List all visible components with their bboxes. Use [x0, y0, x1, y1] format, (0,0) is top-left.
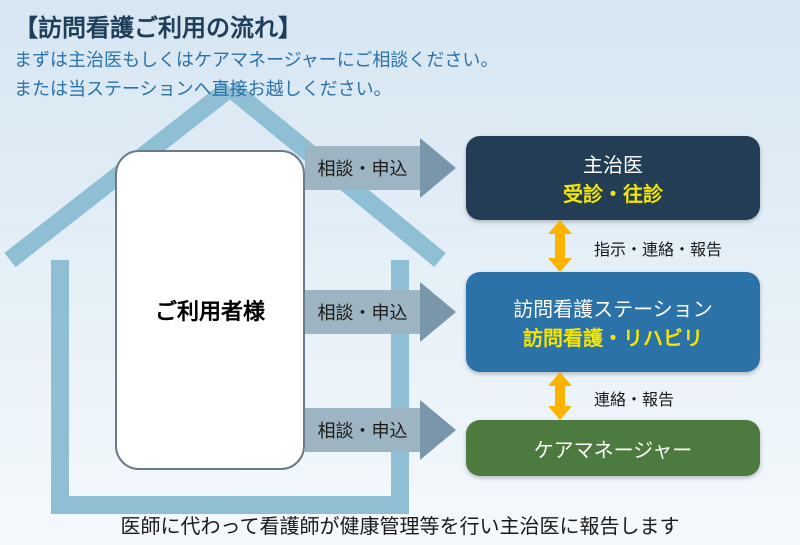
- node-caremgr: ケアマネージャー: [466, 420, 760, 476]
- arrow-down-icon: [548, 258, 572, 272]
- node-doctor-subtitle: 受診・往診: [563, 178, 663, 207]
- consult-arrow-label: 相談・申込: [305, 408, 420, 452]
- user-box-label: ご利用者様: [155, 294, 265, 326]
- vertical-arrow-1: [548, 220, 572, 272]
- intro-text: まずは主治医もしくはケアマネージャーにご相談ください。 または当ステーションへ直…: [14, 46, 498, 104]
- page-title: 【訪問看護ご利用の流れ】: [14, 8, 302, 43]
- arrow-up-icon: [548, 220, 572, 234]
- vertical-arrow-2: [548, 372, 572, 420]
- consult-arrow-label: 相談・申込: [305, 146, 420, 190]
- arrow-up-icon: [548, 372, 572, 386]
- node-caremgr-title: ケアマネージャー: [534, 434, 693, 463]
- node-station: 訪問看護ステーション訪問看護・リハビリ: [466, 272, 760, 372]
- arrow-head-icon: [420, 400, 456, 460]
- arrow-down-icon: [548, 406, 572, 420]
- intro-line-1: まずは主治医もしくはケアマネージャーにご相談ください。: [14, 46, 498, 75]
- vertical-arrow-label-2: 連絡・報告: [594, 386, 674, 410]
- node-station-subtitle: 訪問看護・リハビリ: [523, 322, 703, 351]
- vertical-arrow-label-1: 指示・連絡・報告: [594, 236, 722, 260]
- user-box: ご利用者様: [115, 150, 305, 470]
- consult-arrow-1: 相談・申込: [305, 138, 456, 198]
- intro-line-2: または当ステーションへ直接お越しください。: [14, 75, 498, 104]
- arrow-head-icon: [420, 138, 456, 198]
- node-doctor: 主治医受診・往診: [466, 136, 760, 220]
- consult-arrow-2: 相談・申込: [305, 282, 456, 342]
- node-station-title: 訪問看護ステーション: [513, 293, 713, 322]
- node-doctor-title: 主治医: [583, 149, 643, 178]
- footer-text: 医師に代わって看護師が健康管理等を行い主治医に報告します: [0, 510, 800, 539]
- consult-arrow-label: 相談・申込: [305, 290, 420, 334]
- consult-arrow-3: 相談・申込: [305, 400, 456, 460]
- arrow-head-icon: [420, 282, 456, 342]
